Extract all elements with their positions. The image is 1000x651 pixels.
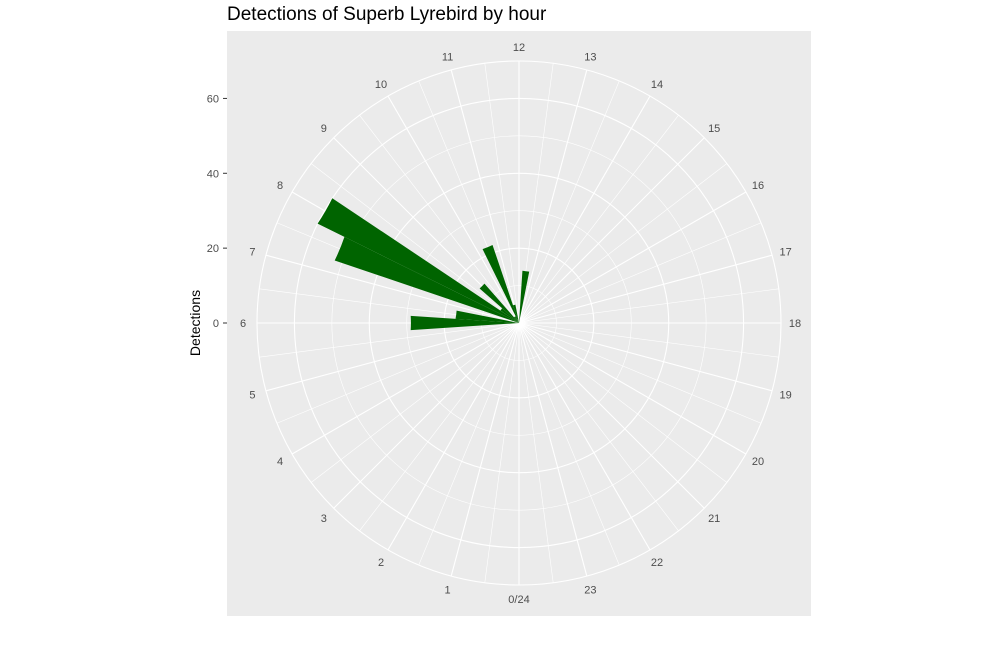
hour-tick-label: 11 <box>442 51 453 63</box>
major-spoke <box>518 191 747 324</box>
minor-spoke <box>484 322 520 583</box>
major-spoke <box>518 322 651 551</box>
minor-spoke <box>484 63 520 324</box>
minor-spoke <box>259 322 520 358</box>
hour-tick-label: 7 <box>249 247 255 259</box>
hour-tick-label: 1 <box>445 585 451 597</box>
y-tick-label: 40 <box>207 168 219 180</box>
bar-hour-10 <box>514 316 519 323</box>
major-spoke <box>518 137 705 324</box>
major-spoke <box>518 254 773 324</box>
bar-hour-8-5 <box>500 308 519 323</box>
minor-spoke <box>518 222 762 324</box>
hour-tick-label: 19 <box>779 389 791 401</box>
hour-tick-label: 3 <box>321 513 327 525</box>
hour-tick-label: 22 <box>651 557 663 569</box>
bar-hour-6 <box>410 315 519 331</box>
minor-spoke <box>518 322 728 483</box>
y-axis-title: Detections <box>187 290 203 356</box>
minor-spoke <box>518 322 762 424</box>
bar-hour-9 <box>479 283 519 323</box>
bar-hour-12-5 <box>519 270 530 323</box>
hour-tick-label: 20 <box>752 456 764 468</box>
major-spoke <box>333 322 520 509</box>
hour-tick-label: 4 <box>277 456 283 468</box>
major-spoke <box>518 69 588 324</box>
y-tick-label: 20 <box>207 243 219 255</box>
bar-hour-11 <box>512 304 519 323</box>
minor-spoke <box>518 322 620 566</box>
hour-tick-label: 10 <box>375 79 387 91</box>
major-spoke <box>518 322 705 509</box>
outer-grid-circle <box>256 60 782 586</box>
major-spoke <box>518 322 773 392</box>
minor-spoke <box>518 288 779 324</box>
hour-tick-label: 14 <box>651 79 663 91</box>
major-spoke <box>518 322 588 577</box>
major-spoke <box>265 322 520 392</box>
bar-hour-9-5 <box>514 316 519 323</box>
minor-spoke <box>359 322 520 532</box>
bar-hour-7-5 <box>334 236 519 323</box>
hour-tick-label: 15 <box>708 123 720 135</box>
major-spoke <box>387 95 520 324</box>
minor-grid-circle <box>331 135 707 511</box>
minor-spoke <box>518 80 620 324</box>
minor-spoke <box>518 114 679 324</box>
minor-grid-circle <box>406 210 632 436</box>
minor-spoke <box>518 322 779 358</box>
major-spoke <box>265 254 520 324</box>
hour-tick-label: 12 <box>513 42 525 54</box>
major-spoke <box>450 69 520 324</box>
y-tick-label: 0 <box>213 318 219 330</box>
minor-spoke <box>276 322 520 424</box>
hour-tick-label: 21 <box>708 513 720 525</box>
minor-spoke <box>518 163 728 324</box>
hour-tick-label: 2 <box>378 557 384 569</box>
major-spoke <box>518 322 747 455</box>
hour-tick-label: 13 <box>584 51 596 63</box>
bar-hour-8 <box>317 198 519 323</box>
major-spoke <box>450 322 520 577</box>
minor-spoke <box>518 322 679 532</box>
major-spoke <box>387 322 520 551</box>
hour-tick-label: 17 <box>779 247 791 259</box>
minor-spoke <box>418 322 520 566</box>
hour-tick-label: 23 <box>584 585 596 597</box>
major-spoke <box>291 322 520 455</box>
major-grid-circle <box>293 97 745 549</box>
minor-spoke <box>310 163 520 324</box>
major-grid-circle <box>368 172 670 474</box>
hour-tick-label: 16 <box>752 180 764 192</box>
hour-tick-label: 5 <box>249 389 255 401</box>
bar-hour-6-5 <box>455 310 519 323</box>
hour-tick-label: 8 <box>277 180 283 192</box>
minor-spoke <box>359 114 520 324</box>
hour-tick-label: 0/24 <box>508 594 529 606</box>
hour-tick-label: 18 <box>789 318 801 330</box>
hour-tick-label: 6 <box>240 318 246 330</box>
major-spoke <box>518 95 651 324</box>
chart-title: Detections of Superb Lyrebird by hour <box>227 4 547 25</box>
y-tick-label: 60 <box>207 93 219 105</box>
hour-tick-label: 9 <box>321 123 327 135</box>
minor-spoke <box>518 322 554 583</box>
bar-hour-10-5 <box>482 245 519 323</box>
minor-spoke <box>310 322 520 483</box>
